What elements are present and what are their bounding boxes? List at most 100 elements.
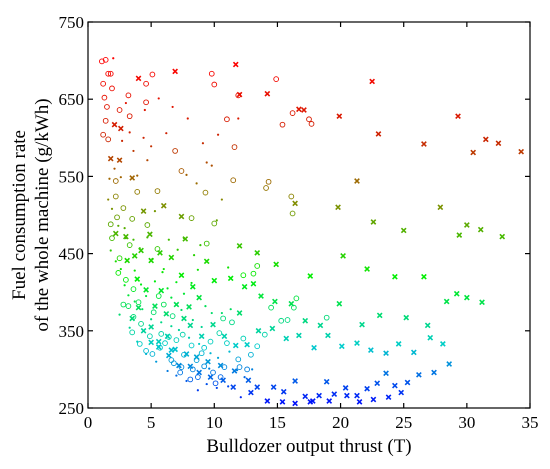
data-point-dot bbox=[210, 311, 213, 315]
data-point-x bbox=[421, 141, 427, 147]
data-point-x bbox=[168, 347, 175, 353]
data-point-circle bbox=[273, 76, 280, 82]
data-point-dot bbox=[170, 325, 173, 328]
data-point-x bbox=[375, 131, 382, 137]
data-point-dot bbox=[200, 325, 203, 329]
data-point-x bbox=[181, 315, 187, 322]
data-point-circle bbox=[250, 270, 257, 277]
data-point-x bbox=[316, 392, 322, 399]
data-point-circle bbox=[107, 221, 114, 228]
data-point-x bbox=[336, 113, 343, 120]
data-point-x bbox=[269, 325, 276, 332]
data-point-x bbox=[317, 322, 324, 329]
data-point-circle bbox=[254, 263, 261, 269]
data-point-x bbox=[254, 384, 261, 391]
data-point-dot bbox=[166, 369, 169, 373]
data-point-circle bbox=[203, 240, 210, 247]
data-point-dot bbox=[204, 304, 207, 308]
data-point-x bbox=[338, 343, 345, 350]
data-point-dot bbox=[191, 318, 194, 322]
data-point-circle bbox=[129, 216, 136, 222]
data-point-circle bbox=[116, 107, 123, 113]
data-point-x bbox=[148, 324, 155, 330]
data-point-circle bbox=[123, 276, 129, 283]
data-point-dot bbox=[157, 97, 160, 100]
data-point-dot bbox=[150, 318, 153, 321]
data-point-x bbox=[370, 219, 377, 225]
data-point-circle bbox=[308, 121, 315, 127]
data-point-circle bbox=[279, 121, 286, 128]
data-point-dot bbox=[182, 237, 186, 240]
data-point-circle bbox=[211, 220, 218, 227]
data-point-dot bbox=[227, 266, 230, 269]
data-point-x bbox=[123, 233, 129, 240]
data-point-dot bbox=[182, 292, 186, 295]
data-point-x bbox=[427, 334, 434, 341]
data-point-x bbox=[250, 280, 257, 287]
data-point-x bbox=[236, 310, 243, 316]
data-point-x bbox=[335, 204, 341, 211]
data-point-circle bbox=[120, 301, 127, 308]
data-point-circle bbox=[116, 255, 123, 262]
data-point-x bbox=[470, 149, 477, 156]
data-point-x bbox=[311, 344, 317, 351]
data-point-circle bbox=[290, 304, 297, 311]
data-point-x bbox=[176, 362, 182, 369]
data-point-dot bbox=[151, 257, 154, 261]
data-point-circle bbox=[149, 71, 156, 78]
data-point-x bbox=[292, 400, 298, 407]
data-point-circle bbox=[235, 92, 242, 99]
data-point-x bbox=[369, 78, 376, 85]
data-point-x bbox=[392, 382, 398, 389]
data-point-dot bbox=[128, 131, 131, 134]
data-point-x bbox=[155, 338, 162, 345]
data-point-x bbox=[280, 388, 287, 395]
data-point-x bbox=[210, 321, 216, 328]
data-point-circle bbox=[102, 56, 109, 63]
data-point-circle bbox=[129, 329, 136, 336]
data-point-circle bbox=[157, 344, 163, 351]
data-point-dot bbox=[114, 260, 117, 263]
data-point-x bbox=[203, 258, 210, 265]
data-point-x bbox=[331, 391, 338, 397]
data-point-x bbox=[477, 226, 484, 233]
data-point-x bbox=[356, 398, 363, 405]
data-point-x bbox=[196, 294, 202, 301]
x-tick-label: 15 bbox=[269, 413, 286, 432]
data-point-x bbox=[499, 233, 506, 240]
data-point-x bbox=[395, 341, 402, 347]
data-point-circle bbox=[114, 214, 120, 221]
data-point-circle bbox=[144, 222, 151, 228]
data-point-x bbox=[186, 304, 192, 310]
data-point-dot bbox=[160, 321, 163, 324]
data-point-dot bbox=[138, 247, 141, 250]
data-point-x bbox=[245, 377, 252, 384]
data-point-circle bbox=[109, 85, 115, 92]
y-tick-label: 450 bbox=[59, 245, 85, 264]
data-point-dot bbox=[196, 268, 199, 271]
data-point-x bbox=[165, 352, 172, 359]
data-point-dot bbox=[185, 379, 188, 383]
data-point-circle bbox=[136, 341, 143, 347]
data-point-x bbox=[342, 385, 349, 391]
data-point-dot bbox=[112, 57, 115, 60]
data-point-circle bbox=[201, 344, 208, 351]
data-point-x bbox=[254, 249, 261, 256]
data-point-dot bbox=[170, 296, 173, 299]
data-point-dot bbox=[107, 198, 110, 201]
data-point-dot bbox=[229, 308, 232, 311]
data-point-x bbox=[383, 350, 389, 357]
data-point-dot bbox=[235, 369, 239, 372]
data-point-x bbox=[453, 290, 460, 297]
data-point-x bbox=[410, 349, 417, 356]
data-point-dot bbox=[162, 267, 165, 271]
data-point-circle bbox=[155, 293, 162, 299]
data-point-dot bbox=[199, 244, 202, 247]
data-point-x bbox=[135, 304, 142, 311]
data-point-circle bbox=[104, 104, 110, 110]
data-point-dot bbox=[180, 308, 183, 312]
data-point-x bbox=[140, 327, 147, 334]
data-point-circle bbox=[220, 315, 226, 322]
data-point-x bbox=[400, 227, 407, 234]
data-point-circle bbox=[130, 314, 137, 320]
